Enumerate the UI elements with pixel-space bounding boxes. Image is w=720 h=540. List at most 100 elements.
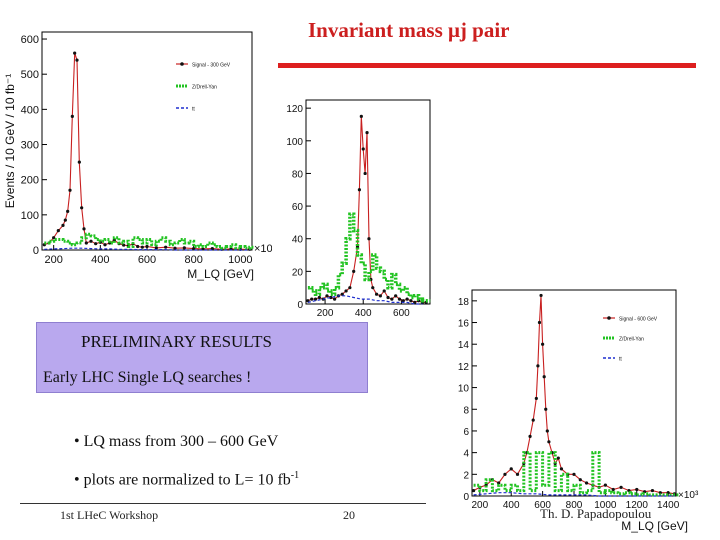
bullet-mass-range: • LQ mass from 300 – 600 GeV bbox=[74, 433, 279, 450]
signal-point bbox=[306, 299, 310, 303]
y-tick-label: 120 bbox=[286, 104, 303, 115]
signal-point bbox=[536, 364, 540, 368]
signal-point bbox=[394, 294, 398, 298]
signal-point bbox=[192, 246, 196, 251]
x-tick-label: 1000 bbox=[228, 254, 252, 266]
title-underline bbox=[278, 63, 696, 68]
signal-point bbox=[325, 294, 329, 298]
bullet-normalization-sup: -1 bbox=[290, 470, 300, 481]
signal-point bbox=[340, 292, 344, 296]
x-tick-label: 1400 bbox=[657, 500, 680, 511]
signal-point bbox=[619, 485, 623, 489]
signal-point bbox=[310, 297, 314, 301]
signal-point bbox=[471, 488, 476, 493]
signal-point bbox=[313, 297, 318, 301]
footer-author: Th. D. Papadopoulou bbox=[540, 506, 652, 521]
signal-point bbox=[348, 286, 352, 290]
x-tick-label: 200 bbox=[44, 254, 62, 266]
y-tick-label: 14 bbox=[458, 340, 470, 351]
signal-point bbox=[378, 294, 382, 298]
y-tick-label: 10 bbox=[458, 384, 470, 395]
y-tick-label: 500 bbox=[21, 69, 39, 81]
y-tick-label: 0 bbox=[297, 300, 303, 311]
signal-point bbox=[164, 245, 168, 249]
y-tick-label: 400 bbox=[21, 104, 39, 116]
signal-point bbox=[82, 227, 86, 231]
legend-marker-signal bbox=[607, 316, 611, 320]
signal-point bbox=[359, 114, 363, 118]
x-tick-label: 400 bbox=[91, 254, 109, 266]
y-tick-label: 80 bbox=[292, 169, 304, 180]
prelim-subtitle: Early LHC Single LQ searches ! bbox=[43, 369, 252, 386]
signal-point bbox=[352, 269, 356, 273]
signal-point bbox=[386, 295, 390, 300]
y-tick-label: 20 bbox=[292, 267, 304, 278]
x-tick-label: 400 bbox=[355, 308, 372, 319]
signal-point bbox=[531, 418, 535, 422]
y-tick-label: 4 bbox=[463, 449, 469, 460]
signal-point bbox=[140, 245, 144, 249]
x-multiplier: ×10³ bbox=[678, 490, 699, 501]
signal-point bbox=[70, 114, 74, 118]
signal-point bbox=[363, 171, 367, 176]
y-tick-label: 6 bbox=[463, 427, 469, 438]
signal-point bbox=[650, 488, 655, 493]
signal-point bbox=[534, 396, 538, 401]
y-tick-label: 600 bbox=[21, 34, 39, 46]
signal-point bbox=[361, 147, 365, 151]
signal-point bbox=[154, 246, 158, 250]
x-tick-label: 1000 bbox=[594, 500, 617, 511]
x-tick-label: 400 bbox=[503, 500, 520, 511]
y-tick-label: 0 bbox=[463, 492, 469, 503]
footer-workshop: 1st LHeC Workshop bbox=[60, 508, 159, 522]
y-axis-label: Events / 10 GeV / 10 fb⁻¹ bbox=[4, 74, 17, 208]
y-tick-label: 18 bbox=[458, 297, 470, 308]
signal-point bbox=[52, 236, 56, 240]
legend-marker-signal bbox=[180, 62, 184, 66]
signal-point bbox=[94, 242, 98, 246]
signal-point bbox=[547, 440, 551, 444]
signal-point bbox=[409, 299, 413, 303]
footer-page-number: 20 bbox=[343, 508, 355, 522]
legend-label: Signal - 600 GeV bbox=[619, 317, 658, 323]
x-tick-label: 200 bbox=[317, 308, 334, 319]
signal-point bbox=[584, 481, 589, 485]
signal-point bbox=[397, 297, 402, 301]
legend-label: tt bbox=[192, 107, 195, 113]
signal-point bbox=[503, 472, 507, 476]
y-tick-label: 8 bbox=[463, 405, 469, 416]
y-tick-label: 0 bbox=[33, 245, 39, 257]
legend-label: Signal - 300 GeV bbox=[192, 63, 231, 69]
signal-point bbox=[374, 292, 379, 296]
signal-point bbox=[528, 434, 532, 438]
signal-point bbox=[63, 218, 67, 222]
signal-point bbox=[357, 188, 362, 192]
signal-point bbox=[317, 295, 321, 300]
x-tick-label: 800 bbox=[184, 254, 202, 266]
signal-point bbox=[56, 229, 60, 233]
series-line-ttbar bbox=[307, 295, 423, 305]
signal-point bbox=[401, 299, 405, 303]
x-tick-label: 800 bbox=[566, 500, 583, 511]
x-tick-label: 200 bbox=[472, 500, 489, 511]
series-line-ttbar bbox=[473, 492, 675, 497]
bullet-normalization: • plots are normalized to L= 10 fb-1 bbox=[74, 470, 299, 489]
signal-point bbox=[603, 483, 607, 487]
legend-label: tt bbox=[619, 357, 622, 363]
signal-point bbox=[66, 209, 70, 213]
signal-point bbox=[542, 375, 546, 379]
y-tick-label: 40 bbox=[292, 235, 304, 246]
y-tick-label: 12 bbox=[458, 362, 470, 373]
signal-point bbox=[559, 467, 564, 471]
series-line-drell-yan bbox=[307, 212, 431, 303]
signal-point bbox=[173, 246, 177, 250]
signal-point bbox=[515, 472, 520, 476]
signal-point bbox=[333, 297, 337, 301]
y-tick-label: 16 bbox=[458, 319, 470, 330]
legend-label: Z/Drell-Yan bbox=[619, 337, 644, 343]
series-line-drell-yan bbox=[473, 451, 679, 497]
preliminary-results-box: PRELIMINARY RESULTS Early LHC Single LQ … bbox=[36, 322, 368, 393]
signal-point bbox=[611, 487, 615, 492]
signal-point bbox=[89, 239, 93, 243]
signal-point bbox=[182, 246, 186, 250]
